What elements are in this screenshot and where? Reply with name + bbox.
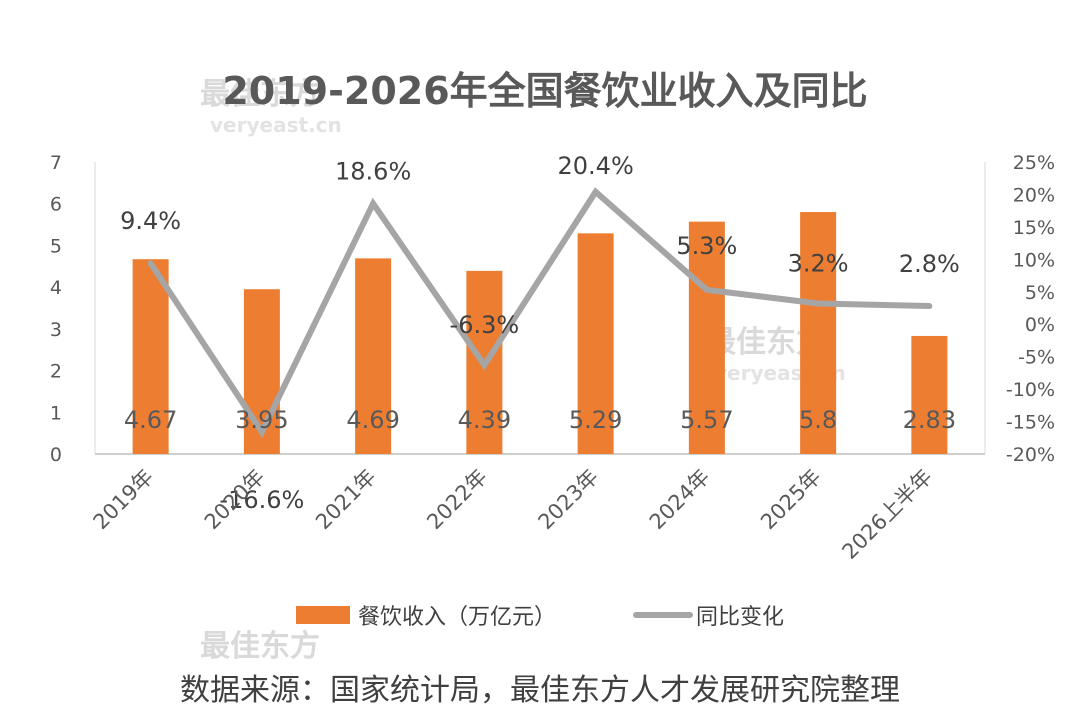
- legend-label-line: 同比变化: [696, 605, 784, 630]
- bar: [688, 221, 725, 454]
- y-right-tick-label: 15%: [1013, 217, 1055, 239]
- y-left-tick-label: 2: [50, 361, 62, 383]
- y-right-tick-label: 20%: [1013, 184, 1055, 206]
- legend-label-bar: 餐饮收入（万亿元）: [358, 605, 556, 630]
- bar-value-label: 4.39: [458, 406, 511, 434]
- line-data-labels: 9.4% -16.6% 18.6% -6.3% 20.4% 5.3% 3.2% 2.8%: [120, 152, 960, 514]
- x-tick-label: 2024年: [645, 465, 715, 535]
- watermarks: 最佳东方 veryeast.cn 最佳东方 veryeast.cn 最佳东方: [200, 77, 846, 664]
- y-right-tick-label: -20%: [1006, 444, 1055, 466]
- bar-value-label: 5.57: [680, 406, 733, 434]
- bar-value-label: 2.83: [903, 406, 956, 434]
- line-series: [147, 187, 933, 438]
- y-left-tick-label: 5: [50, 235, 62, 257]
- line-value-label: -16.6%: [219, 486, 304, 514]
- legend: 餐饮收入（万亿元） 同比变化: [296, 605, 784, 630]
- y-right-tick-label: 10%: [1013, 249, 1055, 271]
- bar-data-labels: 4.67 3.95 4.69 4.39 5.29 5.57 5.8 2.83: [124, 406, 956, 434]
- y-left-tick-label: 3: [50, 319, 62, 341]
- y-left-tick-label: 4: [50, 277, 62, 299]
- y-axis-left-ticks: 0 1 2 3 4 5 6 7: [50, 152, 62, 466]
- y-right-tick-label: 25%: [1013, 152, 1055, 174]
- line-value-label: 18.6%: [335, 158, 411, 186]
- bar: [911, 335, 948, 454]
- x-tick-label: 2019年: [89, 465, 159, 535]
- y-right-tick-label: 5%: [1025, 282, 1055, 304]
- x-axis-ticks: 2019年 2020年 2021年 2022年 2023年 2024年 2025年 2026上…: [89, 465, 937, 564]
- bar: [132, 259, 169, 454]
- bar: [355, 258, 392, 454]
- bar-value-label: 4.67: [124, 406, 177, 434]
- x-tick-label: 2026上半年: [838, 465, 937, 564]
- watermark-brand-top: 最佳东方: [200, 77, 320, 112]
- bar-value-label: 5.8: [799, 406, 837, 434]
- bar-value-label: 4.69: [346, 406, 399, 434]
- y-right-tick-label: 0%: [1025, 314, 1055, 336]
- line-value-label: 20.4%: [558, 152, 634, 180]
- y-left-tick-label: 0: [50, 444, 62, 466]
- line-value-label: 3.2%: [788, 249, 849, 277]
- bar-value-label: 3.95: [235, 406, 288, 434]
- y-right-tick-label: -15%: [1006, 412, 1055, 434]
- watermark-brand-bottom: 最佳东方: [200, 629, 320, 664]
- chart-title: 2019-2026年全国餐饮业收入及同比: [222, 69, 867, 113]
- x-tick-label: 2025年: [756, 465, 826, 535]
- line-value-label: 2.8%: [899, 250, 960, 278]
- y-right-tick-label: -5%: [1018, 347, 1055, 369]
- line-value-label: -6.3%: [450, 311, 520, 339]
- x-tick-label: 2021年: [311, 465, 381, 535]
- y-left-tick-label: 6: [50, 194, 62, 216]
- y-left-tick-label: 7: [50, 152, 62, 174]
- bar-value-label: 5.29: [569, 406, 622, 434]
- line-value-label: 5.3%: [676, 232, 737, 260]
- x-tick-label: 2022年: [422, 465, 492, 535]
- y-left-tick-label: 1: [50, 402, 62, 424]
- line-value-label: 9.4%: [120, 207, 181, 235]
- legend-swatch-bar: [296, 606, 350, 624]
- bar: [800, 212, 837, 454]
- bar: [577, 233, 614, 454]
- line-series-path: [147, 187, 933, 438]
- bar-series: [132, 212, 948, 454]
- source-note: 数据来源：国家统计局，最佳东方人才发展研究院整理: [180, 673, 900, 708]
- y-axis-right-ticks: -20% -15% -10% -5% 0% 5% 10% 15% 20% 25%: [1006, 152, 1055, 466]
- x-tick-label: 2023年: [534, 465, 604, 535]
- watermark-site-top: veryeast.cn: [210, 113, 342, 137]
- y-right-tick-label: -10%: [1006, 379, 1055, 401]
